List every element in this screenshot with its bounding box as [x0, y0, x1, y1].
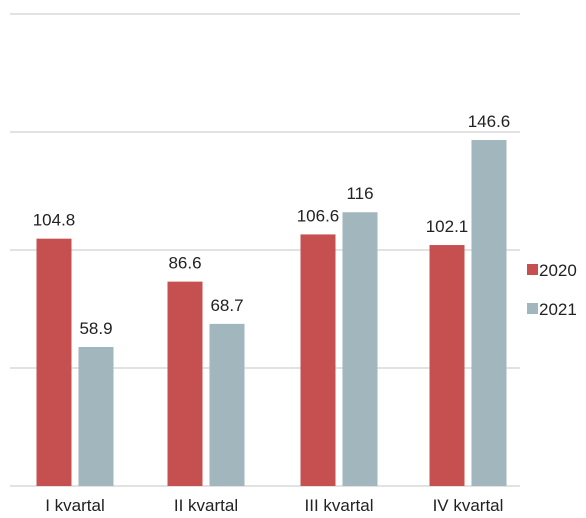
data-label-2020-4: 102.1	[426, 217, 469, 236]
data-labels: 104.8 58.9 86.6 68.7 106.6 116 102.1 146.6	[33, 112, 511, 338]
x-tick-label: I kvartal	[45, 496, 105, 515]
legend-swatch-2020	[527, 264, 538, 275]
x-tick-label: III kvartal	[305, 496, 374, 515]
x-axis-tick-labels: I kvartal II kvartal III kvartal IV kvartal	[45, 496, 503, 515]
x-tick-label: II kvartal	[174, 496, 238, 515]
bars	[36, 140, 507, 487]
legend-swatch-2021	[527, 303, 538, 314]
data-label-2021-1: 58.9	[79, 319, 112, 338]
bar-2020-2	[167, 281, 203, 486]
bar-2020-4	[429, 245, 465, 486]
bar-2021-3	[342, 212, 378, 487]
legend: 2020 2021	[527, 261, 577, 319]
bar-2020-1	[36, 238, 72, 486]
data-label-2021-2: 68.7	[210, 296, 243, 315]
bar-2021-2	[209, 323, 245, 486]
data-label-2021-3: 116	[346, 184, 373, 203]
bar-2021-4	[471, 140, 507, 487]
legend-label-2020: 2020	[539, 261, 577, 280]
data-label-2020-1: 104.8	[33, 211, 76, 230]
bar-2020-3	[300, 234, 336, 486]
data-label-2020-2: 86.6	[168, 254, 201, 273]
data-label-2020-3: 106.6	[297, 206, 340, 225]
legend-label-2021: 2021	[539, 300, 577, 319]
data-label-2021-4: 146.6	[468, 112, 511, 131]
x-tick-label: IV kvartal	[433, 496, 504, 515]
bar-2021-1	[78, 346, 114, 486]
